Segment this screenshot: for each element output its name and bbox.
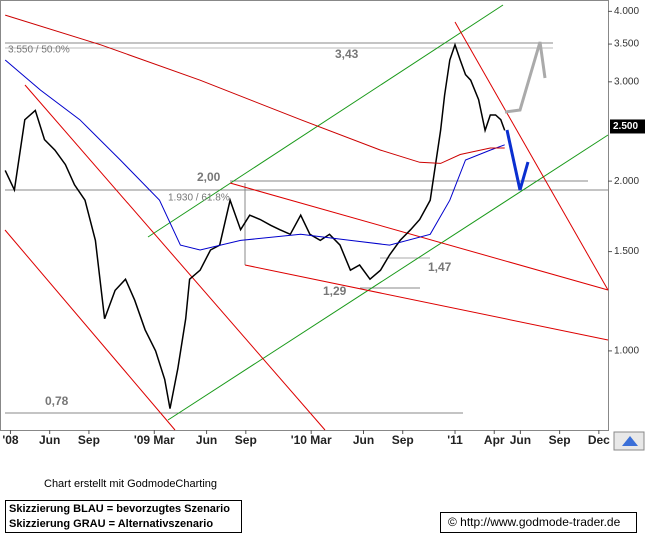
x-tick-label: Apr bbox=[484, 433, 505, 447]
x-tick-label: '10 Mar bbox=[291, 433, 332, 447]
levels bbox=[5, 42, 608, 414]
series-line bbox=[4, 42, 506, 409]
legend-line: Skizzierung GRAU = Alternativszenario bbox=[9, 518, 213, 530]
x-tick-label: '11 bbox=[447, 433, 463, 447]
website-box bbox=[440, 512, 637, 533]
x-tick-label: Jun bbox=[510, 433, 531, 447]
y-tick-label: 3.500 bbox=[614, 39, 639, 50]
trend-line bbox=[454, 21, 609, 291]
y-tick-label: 2.000 bbox=[614, 176, 639, 187]
y-tick-label: 1.500 bbox=[614, 246, 639, 257]
annotation: 3,43 bbox=[335, 47, 359, 61]
website: © http://www.godmode-trader.de bbox=[448, 515, 621, 529]
trend-line bbox=[24, 84, 326, 431]
annotation: 1,29 bbox=[323, 284, 347, 298]
x-tick-label: '09 Mar bbox=[134, 433, 175, 447]
x-tick-label: Dec bbox=[588, 433, 610, 447]
legend-box bbox=[5, 500, 242, 533]
plot-frame bbox=[0, 0, 609, 431]
trend-lines bbox=[4, 4, 609, 431]
series-line bbox=[5, 14, 505, 164]
blue-scenario bbox=[505, 129, 530, 191]
x-tick-label: Jun bbox=[196, 433, 217, 447]
gray-scenario bbox=[504, 41, 547, 114]
legend-line: Skizzierung BLAU = bevorzugtes Szenario bbox=[9, 503, 230, 515]
last-price-label: 2.500 bbox=[613, 121, 638, 132]
x-tick-label: Sep bbox=[235, 433, 257, 447]
x-tick-label: Sep bbox=[392, 433, 414, 447]
trend-line bbox=[244, 264, 609, 341]
trend-line bbox=[4, 229, 176, 431]
x-tick-label: Sep bbox=[78, 433, 100, 447]
x-tick-label: '08 bbox=[2, 433, 19, 447]
annotation: 2,00 bbox=[197, 170, 221, 184]
last-price-box bbox=[610, 119, 645, 134]
source: Chart erstellt mit GodmodeCharting bbox=[44, 478, 217, 490]
axis-button-icon bbox=[622, 436, 638, 446]
x-tick-label: Jun bbox=[353, 433, 374, 447]
x-tick-label: Jun bbox=[39, 433, 60, 447]
series-line bbox=[4, 59, 505, 251]
series bbox=[4, 14, 506, 409]
x-tick-label: Sep bbox=[549, 433, 571, 447]
annotation: 3.550 / 50.0% bbox=[8, 45, 70, 56]
annotation: 1,47 bbox=[428, 260, 452, 274]
y-tick-label: 4.000 bbox=[614, 6, 639, 17]
trend-line bbox=[167, 134, 609, 421]
trend-line bbox=[229, 182, 609, 291]
y-tick-label: 3.000 bbox=[614, 76, 639, 87]
y-tick-label: 1.000 bbox=[614, 346, 639, 357]
trend-line bbox=[147, 4, 504, 238]
annotation: 0,78 bbox=[45, 394, 69, 408]
annotation: 1.930 / 61.8% bbox=[168, 193, 230, 204]
